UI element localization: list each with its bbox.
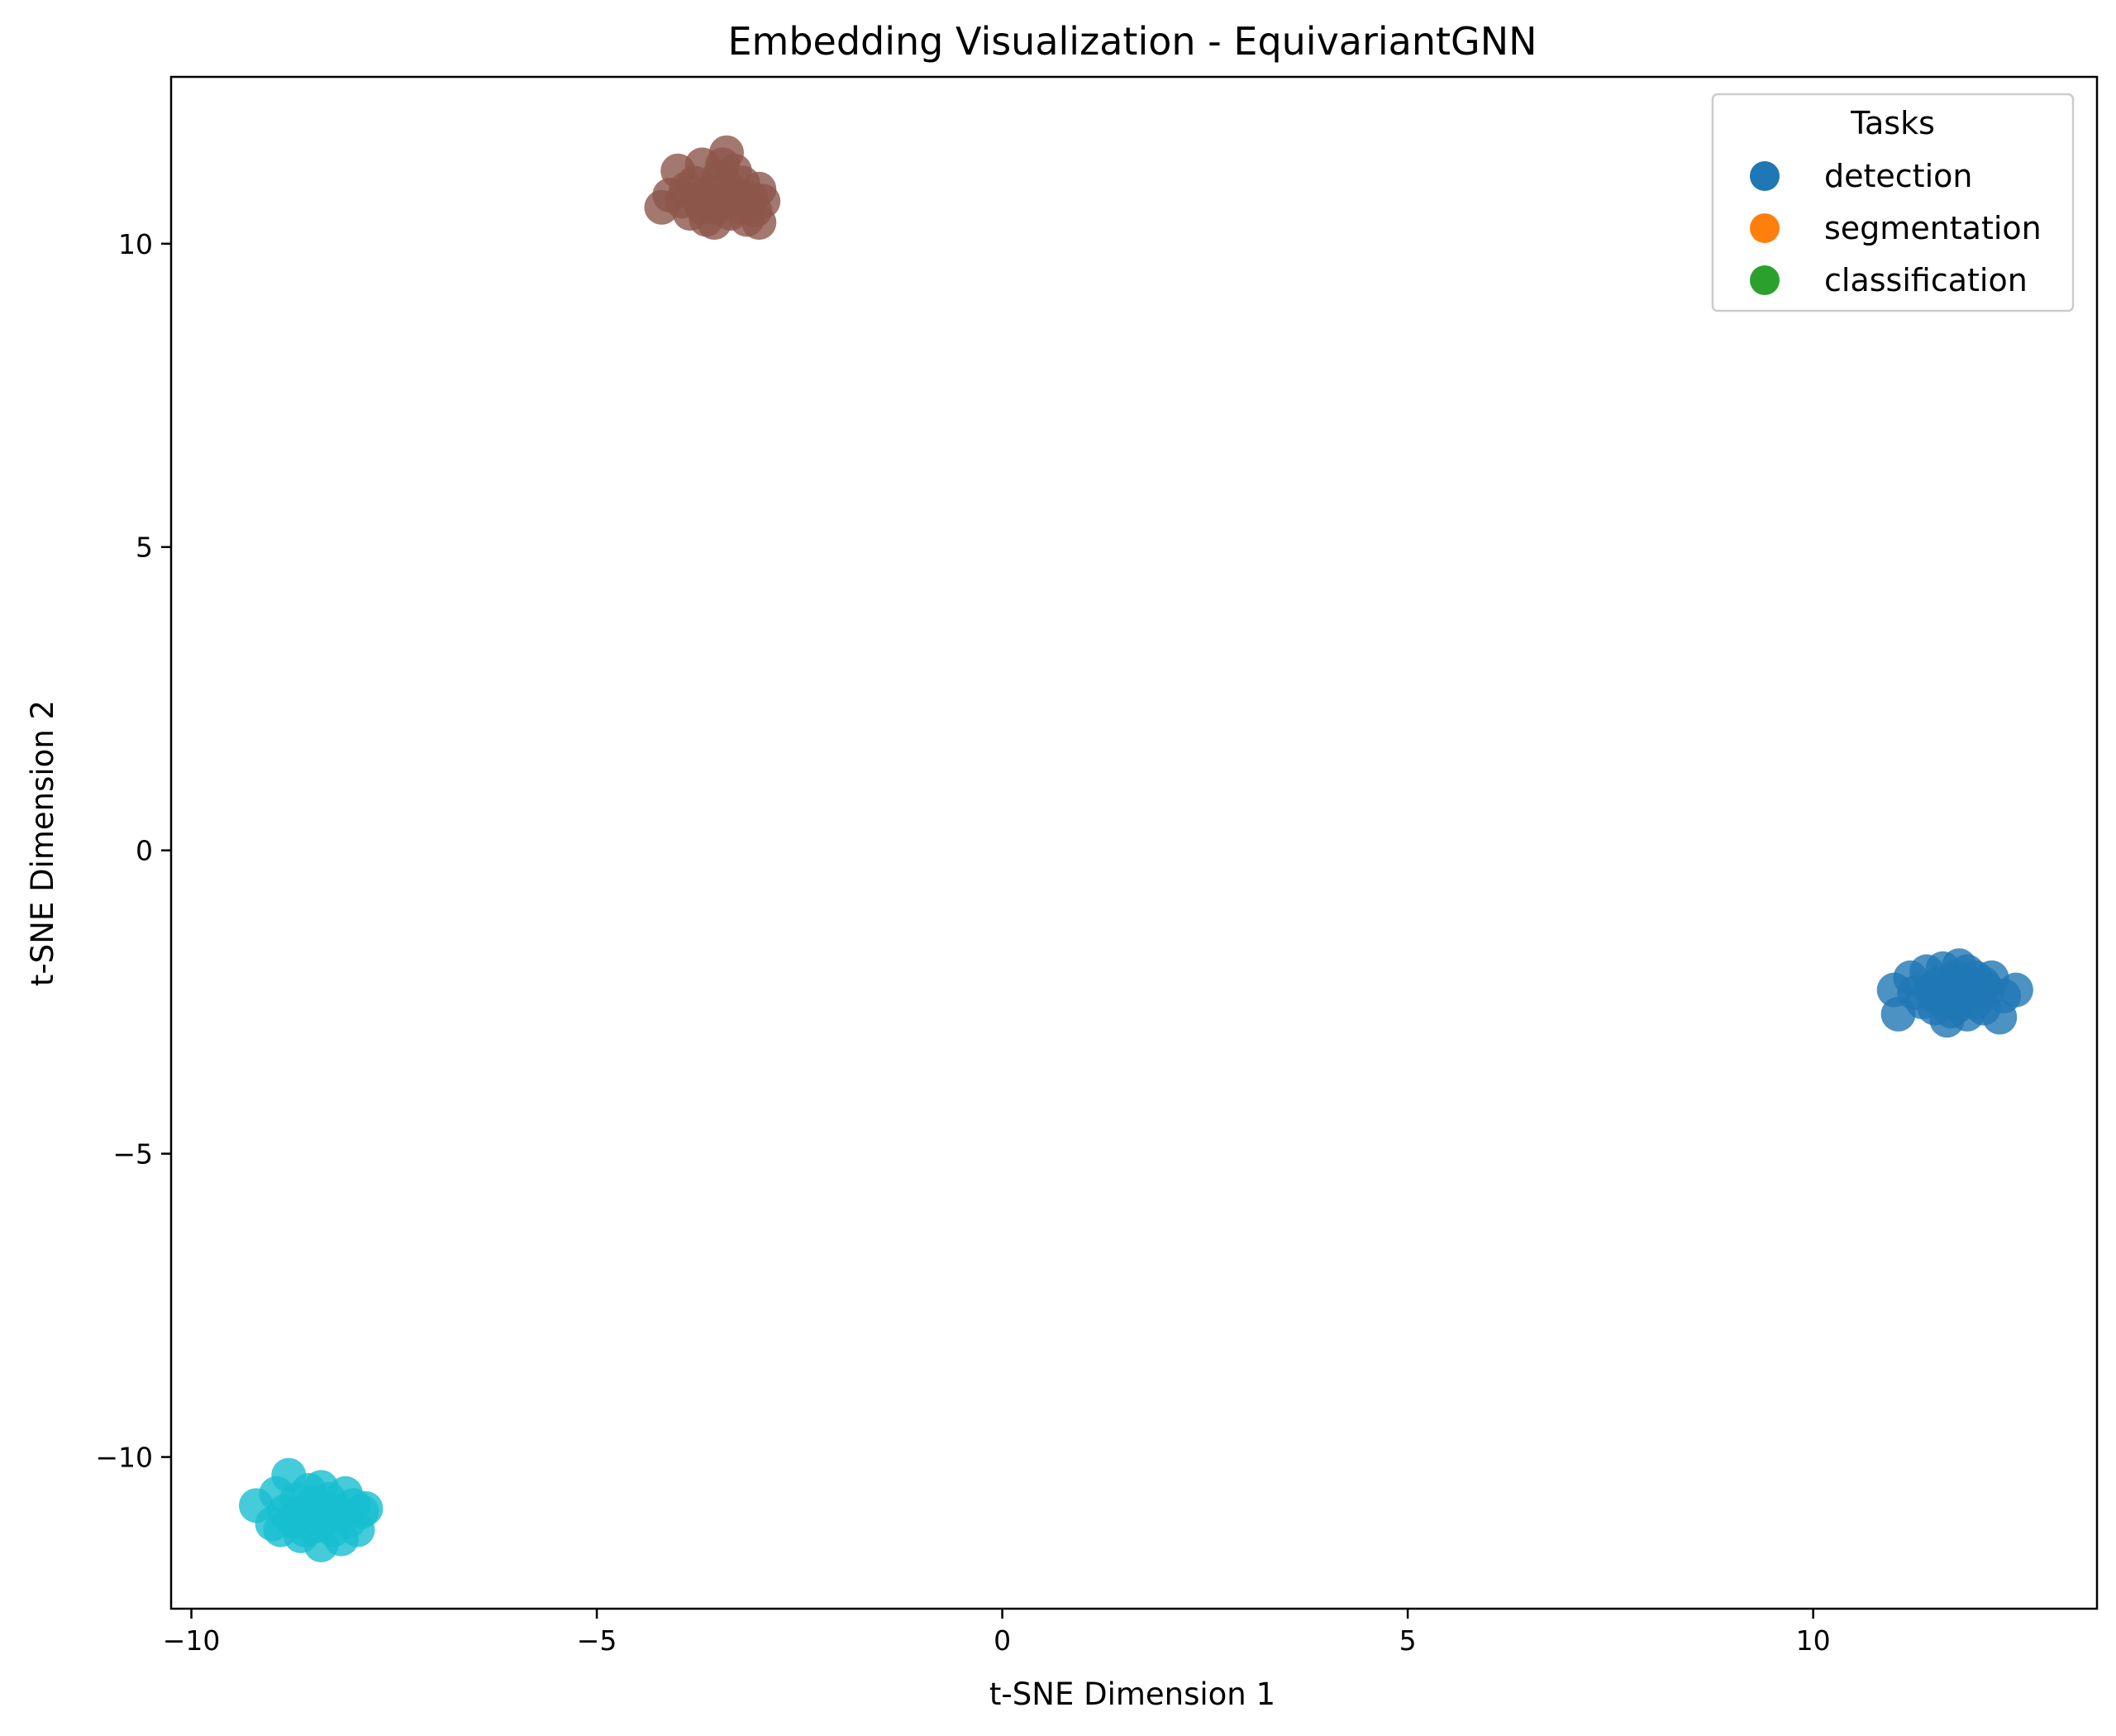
y-tick-label: −10 [95, 1442, 153, 1474]
scatter-point [705, 147, 741, 183]
legend-marker [1750, 161, 1780, 191]
x-tick-label: −5 [577, 1624, 617, 1657]
legend-box [1711, 93, 2075, 312]
plot-frame [169, 75, 2099, 1610]
legend-label: classification [1824, 262, 2028, 298]
scatter-point [1966, 966, 2001, 1002]
x-tick-label: 10 [1796, 1624, 1831, 1657]
points-layer [239, 135, 2033, 1562]
x-tick-label: 5 [1399, 1624, 1417, 1657]
scatter-point [348, 1490, 384, 1526]
scatter-point [746, 184, 781, 219]
legend-label: segmentation [1824, 210, 2042, 246]
y-axis-title: t-SNE Dimension 2 [25, 700, 60, 986]
y-tick-label: 0 [136, 835, 153, 867]
y-tick-label: −5 [112, 1138, 153, 1171]
x-axis-title: t-SNE Dimension 1 [989, 1676, 1275, 1712]
scatter-point [1933, 994, 1969, 1029]
scatter-point [287, 1512, 322, 1548]
chart-title: Embedding Visualization - EquivariantGNN [727, 19, 1537, 64]
y-axis: −10 −5 0 5 10 [95, 228, 171, 1474]
legend-title: Tasks [1850, 105, 1935, 141]
legend-marker [1750, 265, 1780, 295]
scatter-point [1897, 975, 1933, 1011]
legend-label: detection [1824, 158, 1972, 194]
y-tick-label: 10 [118, 228, 153, 260]
legend: Tasks detection segmentation classificatio… [1711, 93, 2075, 312]
x-tick-label: −10 [163, 1624, 221, 1657]
scatter-point [684, 189, 720, 225]
legend-marker [1750, 213, 1780, 243]
y-tick-label: 5 [136, 532, 153, 564]
x-tick-label: 0 [994, 1624, 1011, 1657]
scatter-point [1998, 972, 2033, 1008]
legend-entries: detection segmentation classification [1750, 158, 2042, 298]
x-axis: −10 −5 0 5 10 [163, 1609, 1831, 1657]
